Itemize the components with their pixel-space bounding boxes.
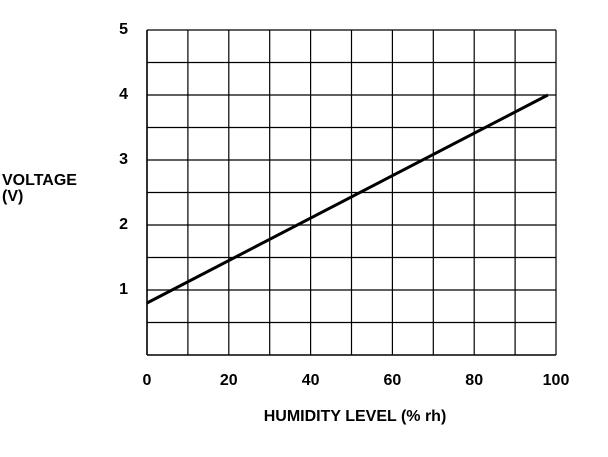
data-line <box>146 93 549 305</box>
x-tick-label: 100 <box>543 372 570 389</box>
y-axis-label: (V) <box>2 188 23 205</box>
y-tick-label: 4 <box>119 86 128 103</box>
y-tick-label: 2 <box>119 216 128 233</box>
x-tick-label: 0 <box>143 372 152 389</box>
y-tick-label: 3 <box>119 151 128 168</box>
x-tick-label: 60 <box>384 372 402 389</box>
y-axis-label: VOLTAGE <box>2 172 77 189</box>
y-tick-label: 1 <box>119 281 128 298</box>
y-tick-label: 5 <box>119 21 128 38</box>
x-tick-label: 40 <box>302 372 320 389</box>
x-tick-label: 20 <box>220 372 238 389</box>
x-tick-label: 80 <box>465 372 483 389</box>
x-axis-label: HUMIDITY LEVEL (% rh) <box>264 408 447 425</box>
